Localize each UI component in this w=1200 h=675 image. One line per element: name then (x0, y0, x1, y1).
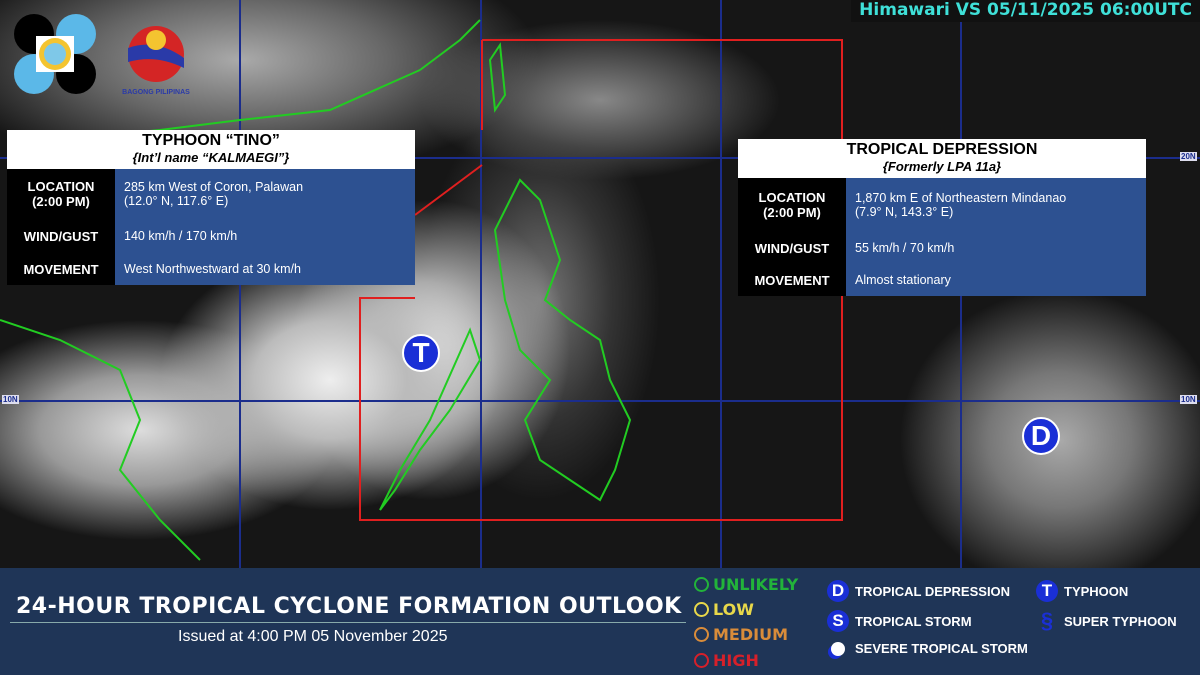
legend-tropical-depression: D TROPICAL DEPRESSION (827, 580, 1010, 602)
bagong-pilipinas-text: BAGONG PILIPINAS (122, 89, 190, 96)
depression-title: TROPICAL DEPRESSION (846, 141, 1038, 158)
typhoon-location: 285 km West of Coron, Palawan (124, 180, 304, 194)
coastlines-and-outlook-box (0, 19, 843, 561)
legend-tropical-storm: S TROPICAL STORM (827, 610, 972, 632)
typhoon-movement: West Northwestward at 30 km/h (124, 262, 301, 276)
severe-storm-icon (831, 641, 845, 656)
lat-label-20n: 20N (1180, 152, 1197, 161)
location-time: (2:00 PM) (763, 205, 821, 220)
likelihood-medium: MEDIUM (694, 625, 788, 644)
bagong-pilipinas-logo: BAGONG PILIPINAS (110, 18, 202, 98)
depression-movement: Almost stationary (855, 273, 951, 287)
tropical-depression-marker[interactable]: D (1022, 417, 1060, 455)
depression-subtitle: {Formerly LPA 11a} (882, 159, 1002, 174)
ring-icon (694, 627, 709, 642)
location-label: LOCATION (27, 179, 95, 194)
legend-typhoon: T TYPHOON (1036, 580, 1128, 602)
depression-coords: (7.9° N, 143.3° E) (855, 205, 954, 219)
typhoon-title: TYPHOON “TINO” (142, 132, 280, 149)
wind-label: WIND/GUST (738, 232, 846, 264)
pagasa-logo (12, 12, 98, 96)
ring-icon (694, 653, 709, 668)
typhoon-marker[interactable]: T (402, 334, 440, 372)
storm-icon: S (827, 610, 849, 632)
location-time: (2:00 PM) (32, 194, 90, 209)
issued-time: Issued at 4:00 PM 05 November 2025 (178, 628, 448, 645)
super-typhoon-icon: § (1040, 608, 1054, 633)
typhoon-coords: (12.0° N, 117.6° E) (124, 194, 229, 208)
longitude-line (720, 0, 722, 568)
satellite-timestamp: Himawari VS 05/11/2025 06:00UTC (851, 0, 1200, 22)
typhoon-info-panel: TYPHOON “TINO” {Int’l name “KALMAEGI”} LO… (7, 130, 415, 285)
legend-severe-tropical-storm: SEVERE TROPICAL STORM (827, 641, 1028, 656)
depression-icon: D (827, 580, 849, 602)
lat-label-10n-right: 10N (1180, 395, 1197, 404)
longitude-line (480, 0, 482, 568)
asia-coastline (0, 19, 481, 561)
depression-info-panel: TROPICAL DEPRESSION {Formerly LPA 11a} LO… (738, 139, 1146, 296)
likelihood-unlikely: UNLIKELY (694, 575, 798, 594)
likelihood-high: HIGH (694, 651, 759, 670)
depression-location: 1,870 km E of Northeastern Mindanao (855, 191, 1067, 205)
latitude-line (0, 400, 1200, 402)
callout-line (414, 164, 483, 216)
divider (10, 622, 686, 623)
likelihood-low: LOW (694, 600, 754, 619)
latitude-line (0, 157, 1200, 159)
typhoon-icon: T (1036, 580, 1058, 602)
wind-label: WIND/GUST (7, 219, 115, 253)
typhoon-wind: 140 km/h / 170 km/h (124, 229, 238, 243)
outlook-box (359, 39, 843, 521)
outlook-title: 24-HOUR TROPICAL CYCLONE FORMATION OUTLO… (16, 594, 682, 619)
depression-wind: 55 km/h / 70 km/h (855, 241, 955, 255)
ring-icon (694, 577, 709, 592)
philippines-coastline (379, 42, 632, 511)
movement-label: MOVEMENT (7, 253, 115, 285)
outlook-footer: 24-HOUR TROPICAL CYCLONE FORMATION OUTLO… (0, 568, 1200, 675)
location-label: LOCATION (758, 190, 826, 205)
ring-icon (694, 602, 709, 617)
typhoon-subtitle: {Int’l name “KALMAEGI”} (132, 150, 290, 165)
lat-label-10n: 10N (2, 395, 19, 404)
movement-label: MOVEMENT (738, 264, 846, 296)
legend-super-typhoon: § SUPER TYPHOON (1036, 610, 1177, 632)
